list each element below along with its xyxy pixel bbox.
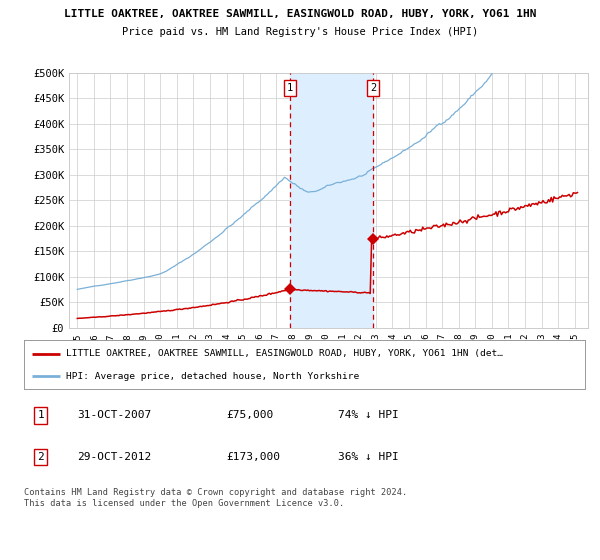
Text: LITTLE OAKTREE, OAKTREE SAWMILL, EASINGWOLD ROAD, HUBY, YORK, YO61 1HN: LITTLE OAKTREE, OAKTREE SAWMILL, EASINGW… [64,9,536,19]
Text: £75,000: £75,000 [226,410,273,421]
Text: 74% ↓ HPI: 74% ↓ HPI [338,410,399,421]
Text: Price paid vs. HM Land Registry's House Price Index (HPI): Price paid vs. HM Land Registry's House … [122,27,478,37]
Text: 1: 1 [37,410,44,421]
Text: 2: 2 [370,83,376,93]
Text: Contains HM Land Registry data © Crown copyright and database right 2024.
This d: Contains HM Land Registry data © Crown c… [24,488,407,508]
Text: 36% ↓ HPI: 36% ↓ HPI [338,452,399,462]
Text: 2: 2 [37,452,44,462]
Text: LITTLE OAKTREE, OAKTREE SAWMILL, EASINGWOLD ROAD, HUBY, YORK, YO61 1HN (det…: LITTLE OAKTREE, OAKTREE SAWMILL, EASINGW… [66,349,503,358]
Text: HPI: Average price, detached house, North Yorkshire: HPI: Average price, detached house, Nort… [66,371,359,381]
Bar [290,73,373,328]
Text: 31-OCT-2007: 31-OCT-2007 [77,410,152,421]
Text: 29-OCT-2012: 29-OCT-2012 [77,452,152,462]
Text: 1: 1 [287,83,293,93]
Text: £173,000: £173,000 [226,452,280,462]
